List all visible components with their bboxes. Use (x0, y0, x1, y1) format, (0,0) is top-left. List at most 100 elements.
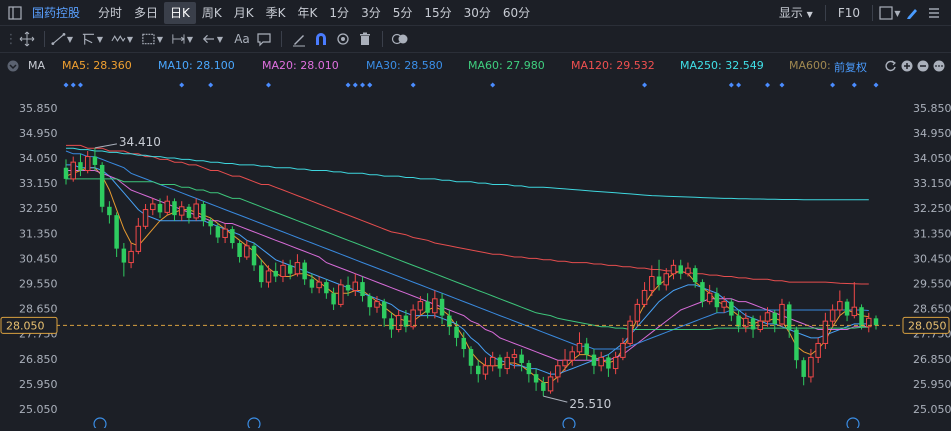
event-marker[interactable] (873, 82, 879, 88)
candle-body[interactable] (519, 354, 524, 363)
candle-body[interactable] (844, 301, 850, 316)
reset-icon[interactable] (880, 55, 902, 77)
period-tab[interactable]: 月K (233, 5, 254, 20)
wave-icon[interactable]: ▼ (111, 28, 133, 50)
candle-body[interactable] (786, 304, 792, 330)
candle-body[interactable] (750, 318, 756, 330)
candle-body[interactable] (678, 265, 683, 274)
candle-body[interactable] (352, 281, 359, 291)
candle-body[interactable] (764, 312, 771, 322)
layout-icon[interactable]: ▼ (879, 2, 901, 24)
event-marker[interactable] (830, 82, 836, 88)
candle-body[interactable] (237, 243, 242, 257)
candle-body[interactable] (670, 264, 677, 275)
candle-body[interactable] (309, 279, 315, 288)
candle-body[interactable] (475, 365, 481, 375)
candle-body[interactable] (172, 201, 177, 216)
candle-body[interactable] (150, 203, 156, 211)
candle-body[interactable] (425, 301, 430, 313)
period-tab[interactable]: 30分 (463, 5, 491, 20)
candle-body[interactable] (729, 301, 734, 316)
event-circle[interactable] (562, 417, 576, 431)
event-marker[interactable] (360, 82, 366, 88)
candle-body[interactable] (345, 284, 351, 291)
comment-icon[interactable] (253, 28, 275, 50)
candle-body[interactable] (381, 301, 387, 319)
candle-body[interactable] (656, 276, 662, 285)
candle-body[interactable] (526, 362, 532, 375)
candle-body[interactable] (439, 298, 445, 316)
candle-body[interactable] (114, 215, 119, 249)
event-marker[interactable] (345, 82, 351, 88)
period-tab[interactable]: 1分 (329, 5, 350, 20)
candle-body[interactable] (612, 356, 619, 370)
candle-body[interactable] (178, 206, 185, 216)
trash-icon[interactable] (354, 28, 376, 50)
event-circle[interactable] (93, 417, 107, 431)
toggle-icon[interactable] (389, 28, 411, 50)
candle-body[interactable] (92, 156, 98, 165)
candle-body[interactable] (591, 354, 597, 366)
zoom-out-icon[interactable] (912, 55, 934, 77)
candle-body[interactable] (511, 354, 518, 358)
candle-body[interactable] (302, 262, 307, 280)
period-tab[interactable]: 3分 (361, 5, 381, 20)
candle-body[interactable] (164, 200, 170, 213)
candle-body[interactable] (251, 245, 257, 266)
candle-body[interactable] (273, 270, 278, 277)
candle-body[interactable] (374, 301, 380, 308)
candle-body[interactable] (230, 229, 235, 244)
event-marker[interactable] (352, 82, 358, 88)
candle-body[interactable] (866, 317, 872, 328)
candle-body[interactable] (222, 228, 228, 238)
candle-body[interactable] (259, 265, 264, 283)
period-tab[interactable]: 周K (201, 5, 222, 20)
candle-body[interactable] (338, 284, 344, 305)
candle-body[interactable] (641, 289, 648, 305)
candle-body[interactable] (562, 359, 568, 367)
candle-body[interactable] (316, 281, 322, 289)
crosshair-icon[interactable] (16, 28, 38, 50)
candle-body[interactable] (627, 320, 633, 344)
event-marker[interactable] (765, 82, 771, 88)
candle-body[interactable] (468, 349, 474, 366)
candle-body[interactable] (598, 356, 604, 367)
candle-body[interactable] (584, 343, 589, 355)
candle-body[interactable] (541, 382, 546, 391)
candle-body[interactable] (395, 315, 402, 331)
adjust-mode-button[interactable]: 前复权 (834, 61, 867, 74)
candle-body[interactable] (84, 156, 91, 172)
candle-body[interactable] (482, 365, 489, 375)
candle-body[interactable] (808, 356, 814, 378)
period-tab[interactable]: 多日 (134, 5, 159, 20)
candle-body[interactable] (649, 276, 655, 291)
text-icon[interactable]: Aa (234, 32, 250, 46)
candle-body[interactable] (121, 248, 127, 263)
event-marker[interactable] (490, 82, 496, 88)
candle-body[interactable] (822, 320, 829, 344)
candle-body[interactable] (201, 203, 206, 221)
candle-body[interactable] (504, 356, 510, 370)
candle-body[interactable] (779, 303, 785, 325)
candle-body[interactable] (265, 270, 272, 283)
event-marker[interactable] (208, 82, 214, 88)
candle-body[interactable] (700, 282, 705, 302)
candle-body[interactable] (99, 164, 105, 207)
candle-body[interactable] (576, 342, 583, 353)
candle-body[interactable] (107, 206, 112, 216)
candle-body[interactable] (128, 250, 134, 264)
candle-body[interactable] (432, 298, 438, 314)
event-marker[interactable] (642, 82, 648, 88)
candle-body[interactable] (721, 301, 727, 308)
event-marker[interactable] (77, 82, 83, 88)
candle-body[interactable] (743, 317, 749, 328)
candle-body[interactable] (208, 220, 213, 227)
period-tab[interactable]: 5分 (392, 5, 413, 20)
ma-collapse-icon[interactable] (2, 55, 24, 77)
candle-body[interactable] (873, 318, 879, 326)
candle-body[interactable] (280, 264, 286, 278)
candle-body[interactable] (294, 262, 301, 275)
zoom-in-icon[interactable] (896, 55, 918, 77)
candle-body[interactable] (829, 309, 836, 322)
candle-body[interactable] (287, 265, 293, 274)
